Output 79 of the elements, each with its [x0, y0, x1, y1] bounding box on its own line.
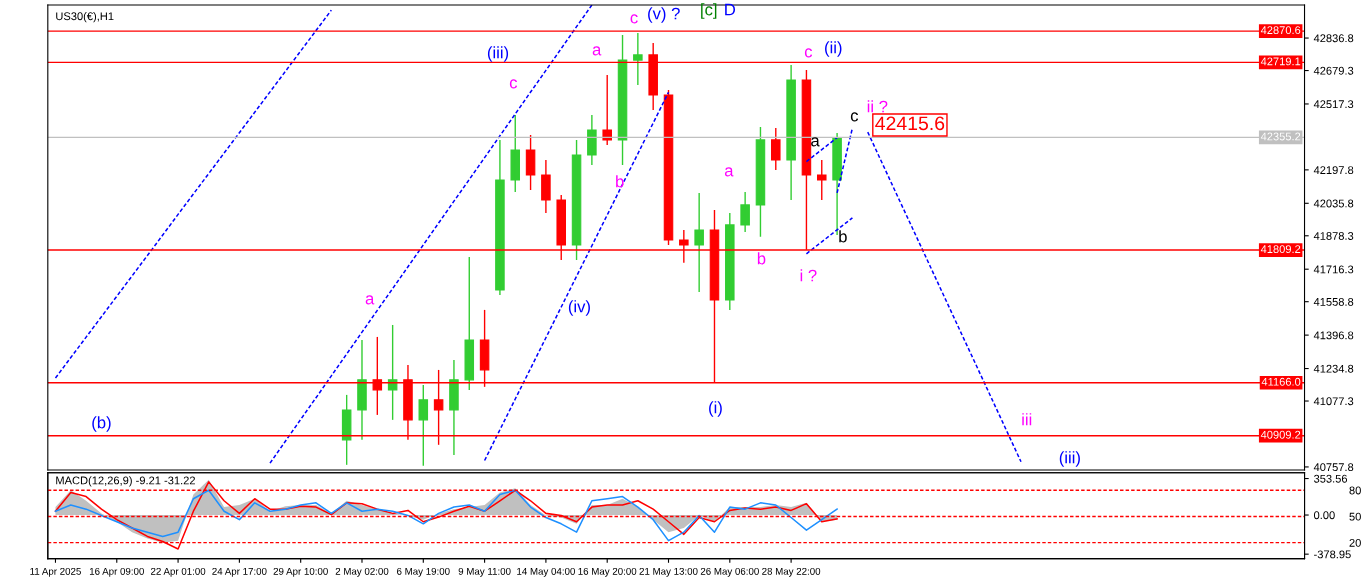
annotation: (b): [92, 416, 111, 432]
x-tick-label: 6 May 19:00: [397, 567, 450, 577]
candlestick: [510, 114, 521, 193]
line-series: [54, 9, 333, 379]
candlestick: [816, 159, 827, 201]
ref-line-label: 42870.6: [1260, 26, 1301, 35]
candlestick: [464, 256, 475, 391]
x-tick-label: 14 May 04:00: [517, 567, 575, 577]
annotation: ii ?: [867, 100, 888, 113]
line-series: [805, 217, 854, 255]
x-tick-label: 16 May 20:00: [578, 567, 637, 577]
annotation: a: [811, 137, 820, 147]
x-tick-label: 11 Apr 2025: [30, 567, 81, 577]
annotation: (iv): [568, 300, 590, 316]
x-tick-label: 28 May 22:00: [762, 567, 821, 577]
annotation: (i): [709, 401, 722, 417]
annotation: (ii): [825, 41, 842, 57]
y-tick-label: 41558.8: [1313, 297, 1354, 306]
annotation: b: [757, 252, 766, 265]
y-tick-label: 42197.8: [1313, 166, 1354, 174]
annotation: 42415.6: [875, 116, 945, 131]
candlestick: [387, 324, 398, 421]
y-tick-label: 41716.3: [1313, 265, 1354, 274]
line-series: [483, 91, 670, 462]
y2-tick-label: 80: [1349, 486, 1361, 495]
x-tick-label: 26 May 06:00: [700, 567, 759, 577]
line-series: [54, 489, 838, 542]
candlestick: [694, 192, 704, 293]
y-tick-label: 41234.8: [1313, 364, 1354, 373]
y-tick-label: 42679.3: [1313, 66, 1354, 75]
y-tick-label: 42035.8: [1313, 199, 1354, 208]
y-tick-label: 0.00: [1313, 511, 1335, 520]
line-series: [866, 131, 1022, 463]
ref-line-label: 41166.0: [1261, 377, 1301, 386]
x-tick-label: 24 Apr 17:00: [212, 567, 267, 577]
annotation: c: [850, 112, 859, 122]
candlestick: [771, 127, 781, 171]
y2-tick-label: 50: [1349, 512, 1361, 521]
annotation: c: [804, 48, 813, 58]
annotation: c: [509, 79, 518, 89]
y-tick-label: 42836.8: [1313, 34, 1354, 43]
y2-tick-label: 20: [1349, 538, 1361, 547]
y-tick-label: 40757.8: [1313, 463, 1354, 472]
ref-line-label: 42719.1: [1260, 57, 1301, 66]
line-series: [269, 5, 593, 464]
ref-line-label: 42355.2: [1260, 132, 1301, 141]
annotation: D: [725, 3, 736, 16]
y-tick-label: -378.95: [1314, 550, 1351, 559]
x-tick-label: 16 Apr 09:00: [89, 567, 144, 577]
annotation: (v) ?: [648, 7, 680, 23]
candlestick: [418, 384, 429, 467]
x-tick-label: 9 May 11:00: [458, 567, 511, 577]
annotation: b: [616, 175, 624, 188]
x-tick-label: 22 Apr 01:00: [151, 567, 206, 577]
annotation: [c]: [701, 3, 717, 19]
annotation: iii: [1022, 413, 1032, 426]
y-tick-label: 41077.3: [1313, 397, 1354, 406]
ref-line-label: 40909.2: [1260, 430, 1301, 439]
y-tick-label: 41396.8: [1313, 331, 1354, 340]
chart-title: MACD(12,26,9) -9.21 -31.22: [56, 476, 195, 487]
annotation: a: [724, 167, 734, 177]
y-tick-label: 41878.3: [1313, 232, 1354, 240]
candlestick: [633, 32, 643, 86]
candlestick: [341, 394, 352, 466]
x-tick-label: 2 May 02:00: [335, 567, 389, 577]
annotation: b: [839, 230, 847, 243]
annotation: a: [592, 46, 602, 56]
y-tick-label: 353.56: [1313, 474, 1348, 483]
ref-line-label: 41809.2: [1260, 245, 1301, 254]
candlestick: [602, 74, 612, 146]
text: US30(€),H1: [56, 11, 114, 23]
annotation: c: [630, 14, 638, 24]
annotation: a: [365, 295, 375, 305]
y-tick-label: 42517.3: [1313, 100, 1354, 109]
annotation: (iii): [1059, 451, 1080, 467]
annotation: i ?: [800, 269, 817, 282]
annotation: (iii): [487, 46, 509, 62]
x-tick-label: 21 May 13:00: [639, 567, 698, 577]
x-tick-label: 29 Apr 10:00: [273, 567, 328, 577]
